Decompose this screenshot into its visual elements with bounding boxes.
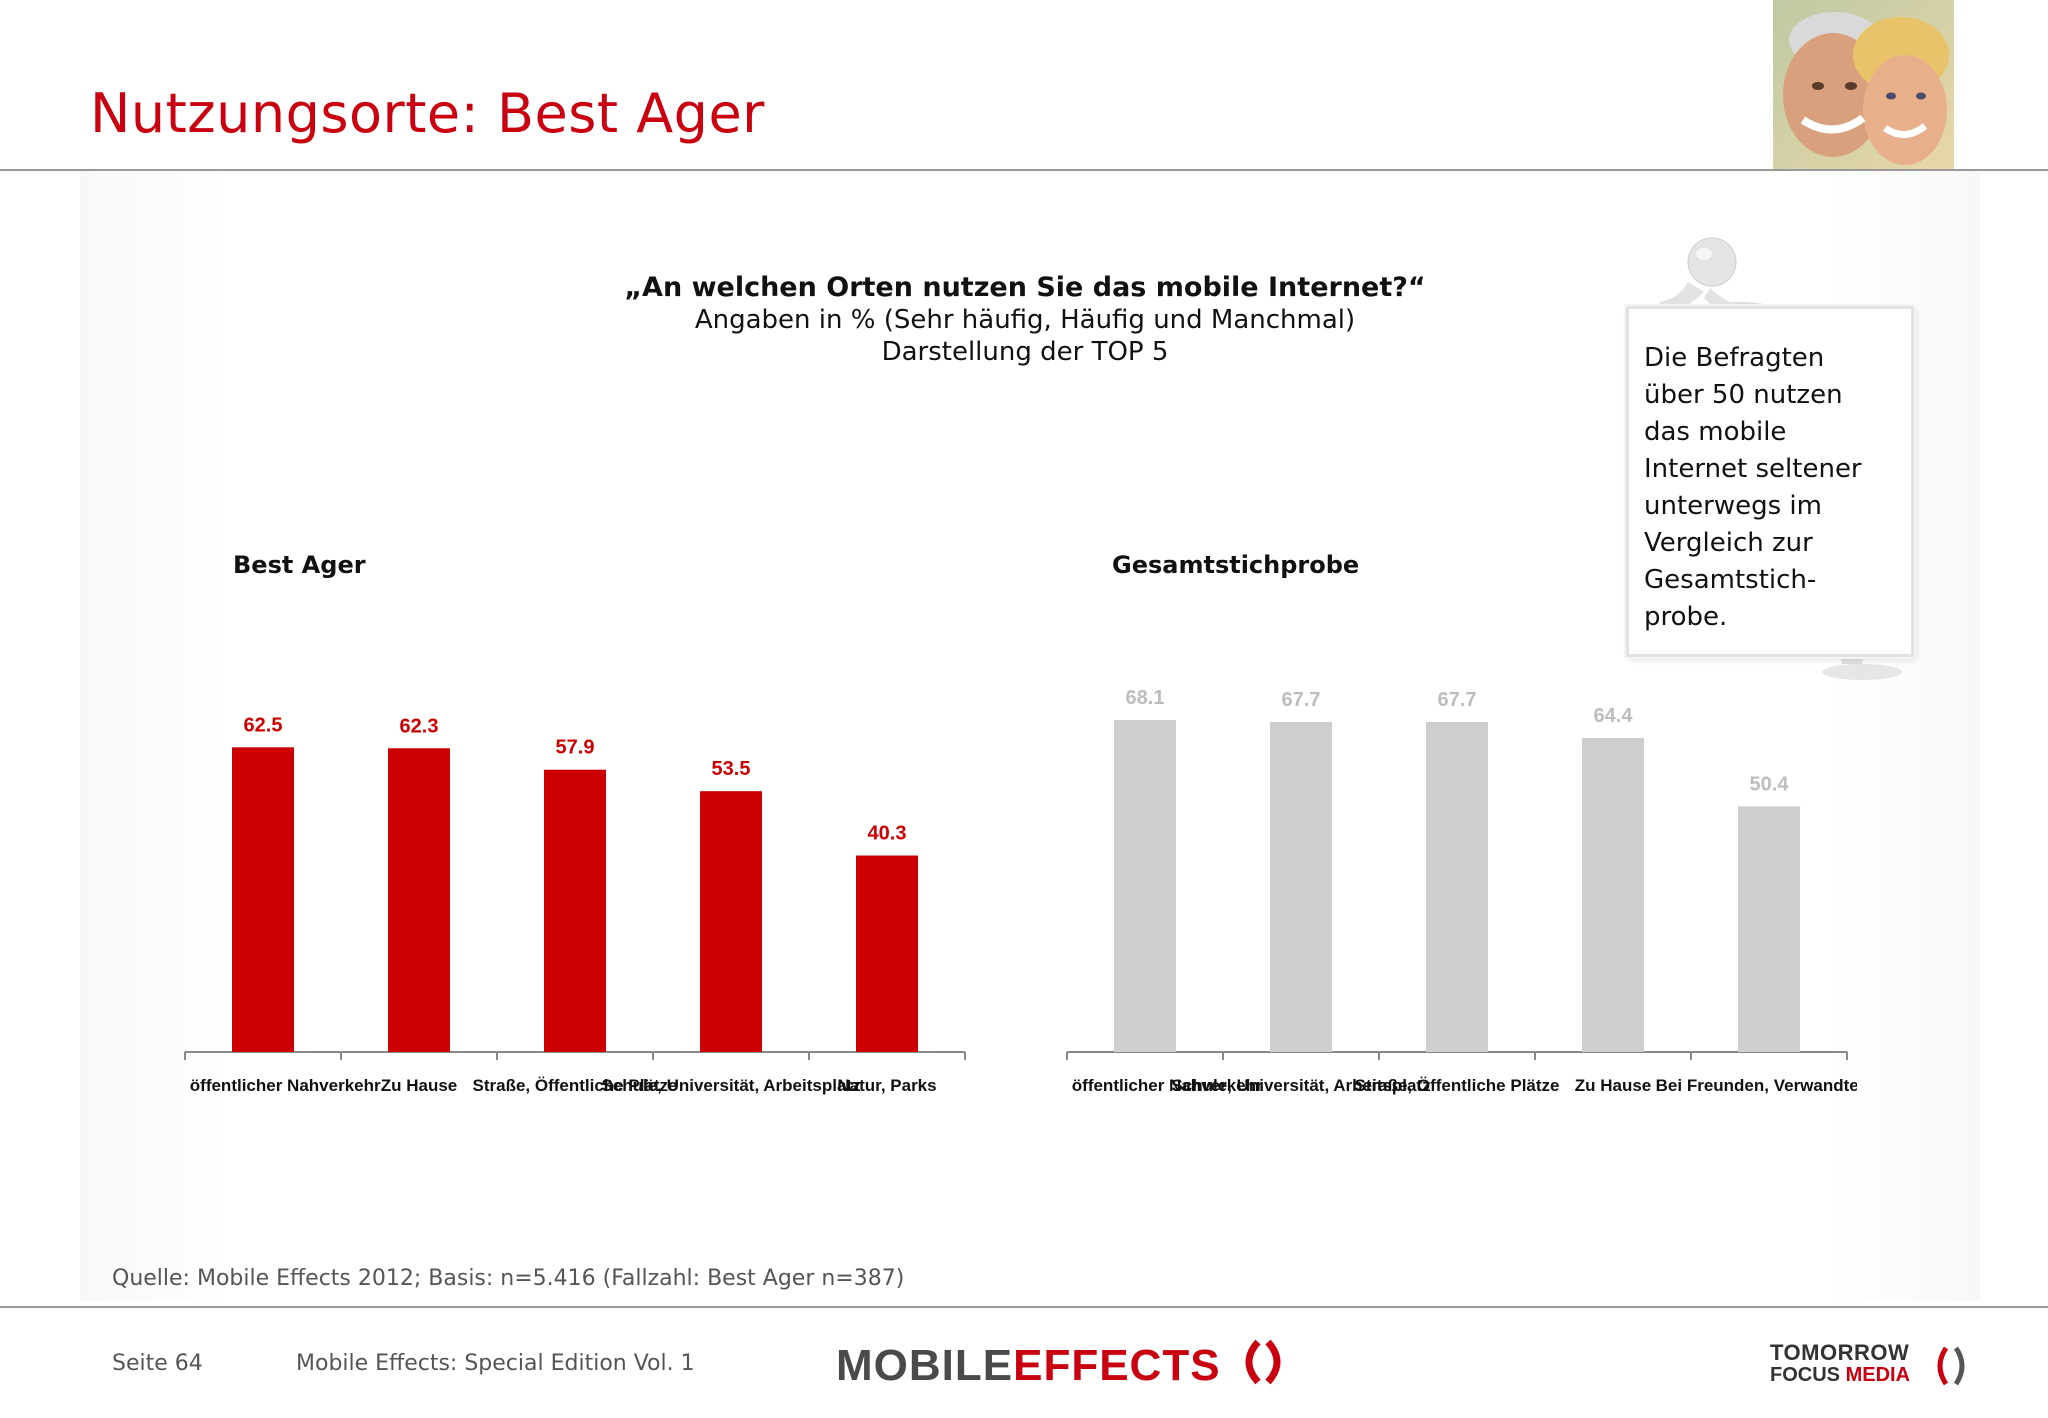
note-line: Vergleich zur bbox=[1644, 528, 1813, 558]
note-line: probe. bbox=[1644, 602, 1728, 632]
category-label: Straße, Öffentliche Plätze bbox=[1355, 1076, 1560, 1095]
bar bbox=[700, 791, 762, 1052]
data-label: 50.4 bbox=[1750, 773, 1790, 795]
chart-title-gesamtstichprobe: Gesamtstichprobe bbox=[1112, 551, 1360, 579]
category-label: Schule, Universität, Arbeitsplatz bbox=[601, 1076, 860, 1095]
page-title: Nutzungsorte: Best Ager bbox=[90, 82, 765, 145]
category-label: Bei Freunden, Verwandten z bbox=[1656, 1076, 1883, 1095]
note-line: unterwegs im bbox=[1644, 491, 1822, 521]
tomorrow-focus-media-logo: TOMORROW FOCUS MEDIA bbox=[1770, 1340, 1970, 1392]
note-line: Gesamtstich- bbox=[1644, 565, 1817, 595]
question-text: „An welchen Orten nutzen Sie das mobile … bbox=[624, 272, 1426, 303]
logo-mobile-text: MOBILE bbox=[836, 1341, 1014, 1390]
data-label: 67.7 bbox=[1282, 689, 1321, 711]
note-line: das mobile bbox=[1644, 417, 1787, 447]
category-label: afen, öffentlicher Nahverkehr bbox=[145, 1076, 381, 1095]
header-divider bbox=[0, 169, 2048, 171]
edition-label: Mobile Effects: Special Edition Vol. 1 bbox=[296, 1351, 695, 1376]
data-label: 68.1 bbox=[1126, 687, 1165, 709]
note-line: Die Befragten bbox=[1644, 343, 1825, 373]
source-note: Quelle: Mobile Effects 2012; Basis: n=5.… bbox=[112, 1266, 905, 1291]
data-label: 62.3 bbox=[400, 715, 439, 737]
mobile-effects-bracket-icon bbox=[1245, 1339, 1281, 1385]
note-line: über 50 nutzen bbox=[1644, 380, 1843, 410]
bar bbox=[544, 769, 606, 1052]
category-label: Schule, Universität, Arbeitsplatz bbox=[1171, 1076, 1430, 1095]
footer-divider bbox=[0, 1306, 2048, 1308]
bar bbox=[1426, 721, 1488, 1052]
data-label: 57.9 bbox=[556, 737, 595, 759]
bar bbox=[1738, 806, 1800, 1052]
survey-question: „An welchen Orten nutzen Sie das mobile … bbox=[560, 272, 1490, 368]
chart-title-best-ager: Best Ager bbox=[233, 551, 366, 579]
note-card bbox=[1626, 306, 1914, 657]
bar-charts: afen, öffentlicher Nahverkehr Zu Hause Str… bbox=[145, 687, 1883, 1095]
best-ager-couple-photo bbox=[1773, 0, 1954, 169]
callout-note: Die Befragten über 50 nutzen das mobile … bbox=[1600, 232, 1940, 682]
data-label: 67.7 bbox=[1438, 689, 1477, 711]
bar bbox=[232, 747, 294, 1052]
data-label: 53.5 bbox=[712, 758, 751, 780]
category-label: Zu Hause bbox=[381, 1076, 458, 1095]
logo-tomorrow-text: TOMORROW bbox=[1770, 1340, 1910, 1365]
note-line: Internet seltener bbox=[1644, 454, 1862, 484]
question-subtitle: Angaben in % (Sehr häufig, Häufig und Ma… bbox=[694, 305, 1356, 335]
note-text: Die Befragten über 50 nutzen das mobile … bbox=[1644, 340, 1894, 636]
data-label: 64.4 bbox=[1594, 705, 1634, 727]
logo-media-text: MEDIA bbox=[1845, 1364, 1911, 1386]
bar bbox=[1582, 738, 1644, 1052]
question-note: Darstellung der TOP 5 bbox=[881, 337, 1169, 367]
tomorrow-focus-bracket-icon bbox=[1937, 1346, 1965, 1386]
bar bbox=[1114, 720, 1176, 1052]
category-label: Zu Hause bbox=[1575, 1076, 1652, 1095]
category-label: Natur, Parks bbox=[837, 1076, 936, 1095]
logo-effects-text: EFFECTS bbox=[1013, 1341, 1221, 1390]
bar bbox=[1270, 721, 1332, 1052]
bar bbox=[388, 748, 450, 1052]
mobile-effects-logo: MOBILEEFFECTS bbox=[836, 1336, 1294, 1396]
bar bbox=[856, 855, 918, 1052]
page-number: Seite 64 bbox=[112, 1351, 203, 1376]
category-label: Straße, Öffentliche Plätze bbox=[473, 1076, 678, 1095]
category-label: afen, öffentlicher Nahverkehr bbox=[1027, 1076, 1263, 1095]
logo-focus-media-text: FOCUS MEDIA bbox=[1770, 1364, 1910, 1387]
data-label: 62.5 bbox=[244, 714, 283, 736]
data-label: 40.3 bbox=[868, 823, 907, 845]
logo-focus-text: FOCUS bbox=[1770, 1364, 1840, 1386]
